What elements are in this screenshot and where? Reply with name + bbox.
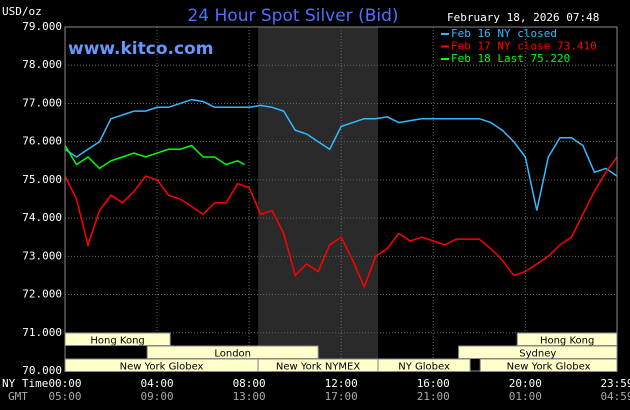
y-tick-label: 70.000 [22,364,62,377]
session-box [64,332,171,346]
x2-tick-label: 21:00 [417,390,450,403]
sess-layer: Hong Kong Hong Kong London Sydney New York G… [64,332,618,372]
x-tick-label: 04:00 [141,377,174,390]
session-shade [258,27,379,371]
shade-layer [258,27,379,371]
y-tick-label: 72.000 [22,288,62,301]
series-line [64,98,618,211]
y-tick-label: 76.000 [22,135,62,148]
lines-layer [64,98,618,289]
y-tick-label: 78.000 [22,58,62,71]
series-line [64,144,245,170]
x2-tick-label: 13:00 [233,390,266,403]
x-tick-label: 16:00 [417,377,450,390]
y-tick-label: 75.000 [22,173,62,186]
session-box [479,358,618,372]
session-label: London [214,348,251,359]
x-tick-label: 23:59 [600,377,630,390]
session-label: Hong Kong [90,335,144,346]
x2-tick-label: 05:00 [48,390,81,403]
session-box [377,358,471,372]
x2-tick-label: 09:00 [141,390,174,403]
session-label: NY Globex [398,361,450,372]
x2-tick-label: 17:00 [325,390,358,403]
timestamp: February 18, 2026 07:48 [447,11,599,24]
session-label: Sydney [519,348,556,359]
x2-axis-label: GMT [8,390,28,403]
labels-layer: 70.000 71.000 72.000 73.000 74.000 75.000 76.0… [22,20,630,403]
x-tick-label: 08:00 [233,377,266,390]
session-label: New York Globex [120,361,204,372]
y-tick-label: 74.000 [22,211,62,224]
site-url: www.kitco.com [68,39,213,59]
session-label: New York NYMEX [276,361,361,372]
y-axis-label: USD/oz [2,5,42,18]
y-tick-label: 73.000 [22,249,62,262]
x-tick-label: 20:00 [509,377,542,390]
x2-tick-label: 04:59 [600,390,630,403]
session-label: New York Globex [507,361,591,372]
x-tick-label: 00:00 [48,377,81,390]
legend-label: Feb 16 NY closed [451,27,557,40]
series-line [64,156,618,289]
session-label: Hong Kong [540,335,594,346]
x2-tick-label: 01:00 [509,390,542,403]
x-tick-label: 12:00 [325,377,358,390]
legend-label: Feb 17 NY close 73.410 [451,40,597,53]
y-tick-label: 77.000 [22,96,62,109]
x-axis-label: NY Time [2,377,48,390]
y-tick-label: 79.000 [22,20,62,33]
legend-label: Feb 18 Last 75.220 [451,52,570,65]
y-tick-label: 71.000 [22,326,62,339]
chart-title: 24 Hour Spot Silver (Bid) [187,6,398,26]
